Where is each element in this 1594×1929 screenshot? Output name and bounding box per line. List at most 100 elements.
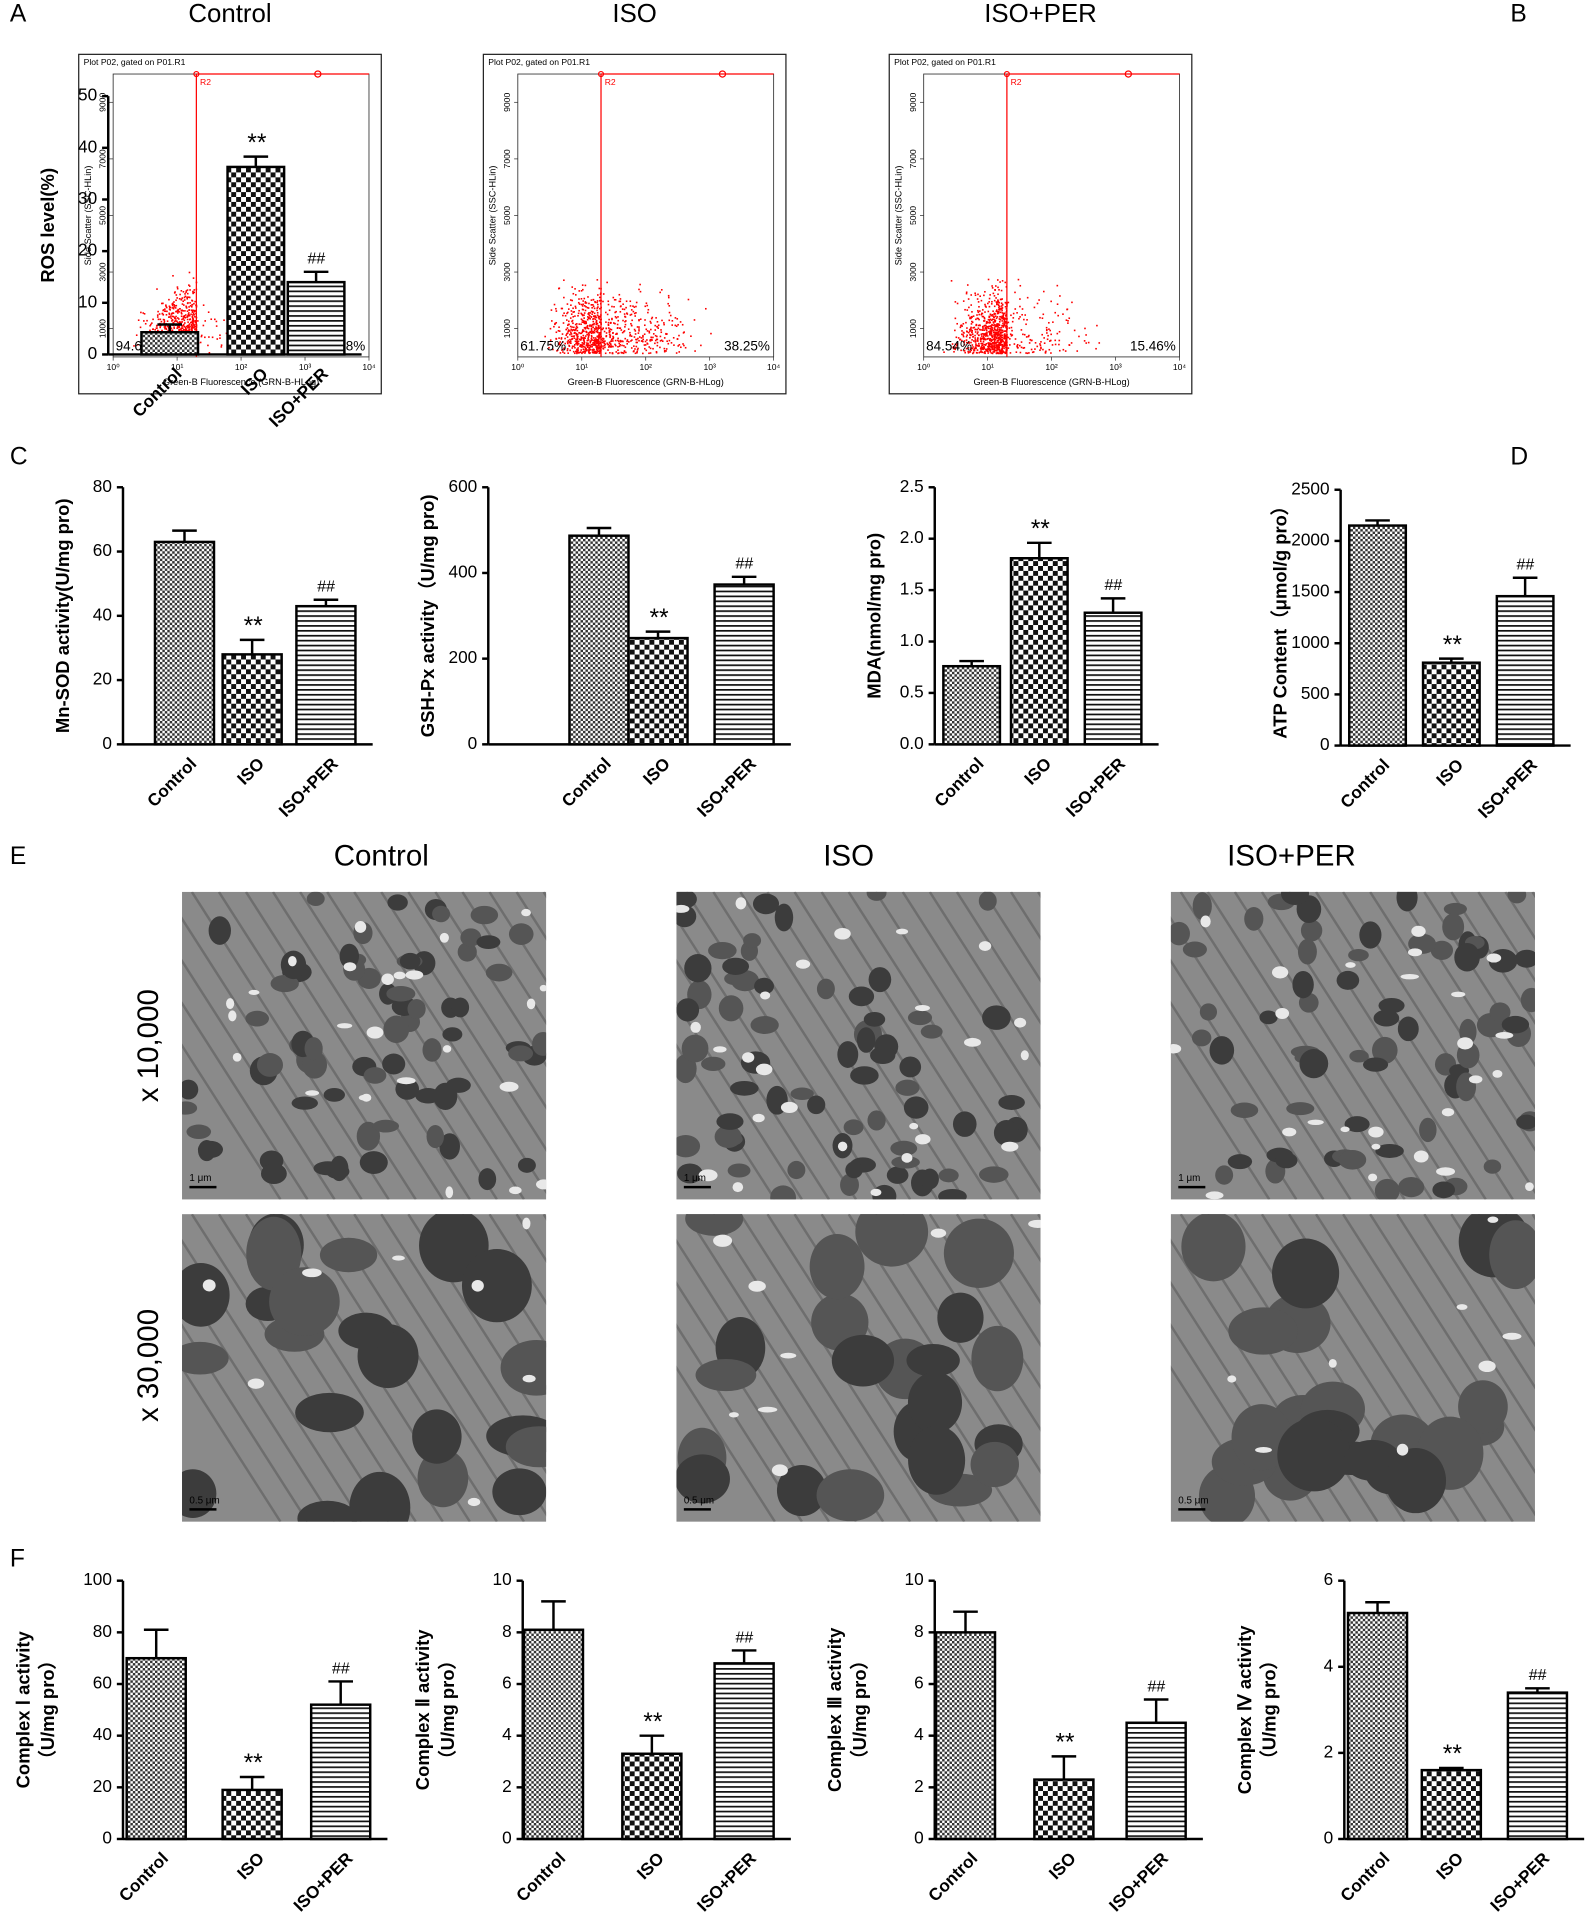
dot <box>668 311 671 314</box>
dot <box>616 327 619 329</box>
dot <box>567 330 569 333</box>
dot <box>1028 342 1031 344</box>
dot <box>606 342 609 345</box>
dot <box>185 306 188 308</box>
vacuole <box>1495 1031 1514 1039</box>
dot <box>1031 351 1034 354</box>
striation <box>820 891 1020 1200</box>
striation <box>190 1214 390 1522</box>
dot <box>656 344 659 347</box>
dot <box>192 292 194 295</box>
dot <box>587 316 589 318</box>
dot <box>608 329 611 332</box>
dot <box>956 343 959 345</box>
dot <box>572 322 574 325</box>
dot <box>996 328 999 330</box>
mitochondrion <box>208 916 231 945</box>
dot <box>969 330 971 333</box>
dot <box>983 337 986 340</box>
mitochondrion <box>1170 921 1190 946</box>
vacuole <box>232 1052 242 1062</box>
dot <box>984 311 986 313</box>
dot <box>963 349 965 352</box>
dot <box>996 345 998 348</box>
dot <box>583 312 586 314</box>
dot <box>576 336 579 339</box>
dot <box>1000 316 1003 319</box>
dot <box>990 319 993 321</box>
dot <box>177 318 180 320</box>
x-tick-label: 10⁰ <box>107 362 121 372</box>
dot <box>966 327 968 329</box>
dot <box>970 326 972 329</box>
dot <box>178 329 180 331</box>
y-tick-label: 80 <box>93 1621 112 1641</box>
dot <box>630 335 633 337</box>
dot <box>161 312 164 315</box>
y-tick-label: 0 <box>88 343 98 363</box>
mitochondrion <box>1300 919 1323 942</box>
mitochondrion <box>383 1015 410 1044</box>
percent-label: 38.25% <box>724 339 770 354</box>
dot <box>985 306 987 308</box>
dot <box>636 341 638 344</box>
dot <box>170 315 172 317</box>
dot <box>624 320 626 323</box>
dot <box>625 351 627 354</box>
dot <box>992 324 994 327</box>
dot <box>597 344 599 347</box>
dot <box>971 333 974 336</box>
dot <box>996 323 999 325</box>
bar <box>295 604 357 746</box>
dot <box>586 318 589 321</box>
dot <box>576 351 578 353</box>
dot <box>617 316 619 318</box>
dot <box>158 313 161 315</box>
y-tick-label: 0 <box>914 1828 924 1848</box>
dot <box>972 351 975 354</box>
dot <box>561 341 564 343</box>
striation <box>1170 916 1352 1200</box>
dot <box>983 347 986 350</box>
mitochondrion <box>182 1469 217 1518</box>
dot <box>193 326 195 328</box>
dot <box>980 340 982 343</box>
dot <box>974 334 976 337</box>
dot <box>999 338 1001 340</box>
dot <box>175 294 178 296</box>
dot <box>604 346 606 349</box>
mitochondrion <box>1299 1048 1329 1079</box>
dot <box>174 316 176 319</box>
striation <box>1587 892 1594 1199</box>
vacuole <box>1170 1043 1182 1054</box>
dot <box>976 314 978 316</box>
dot <box>621 340 623 342</box>
dot <box>1096 324 1098 327</box>
dot <box>987 346 990 348</box>
dot <box>180 329 182 331</box>
dot <box>592 323 595 326</box>
dot <box>191 304 193 306</box>
dot <box>188 323 191 325</box>
mitochondrion <box>1442 913 1465 941</box>
dot <box>557 329 560 332</box>
y-tick-label: 0 <box>1324 1828 1334 1848</box>
dot <box>165 328 168 330</box>
dot <box>590 336 593 338</box>
dot <box>582 321 585 324</box>
dot <box>614 339 617 342</box>
x-tick-label: ISO <box>233 1848 268 1883</box>
gate-label: R2 <box>605 77 616 87</box>
dot <box>603 344 606 347</box>
dot <box>188 329 191 331</box>
dot <box>648 352 650 355</box>
dot <box>997 304 1000 307</box>
dot <box>597 338 600 340</box>
dot <box>587 339 590 341</box>
dot <box>574 323 577 326</box>
dot <box>584 351 587 353</box>
dot <box>1046 328 1048 331</box>
x-tick-label: ISO <box>633 1848 668 1883</box>
dot <box>548 346 550 349</box>
mitochondrion <box>863 1011 886 1027</box>
